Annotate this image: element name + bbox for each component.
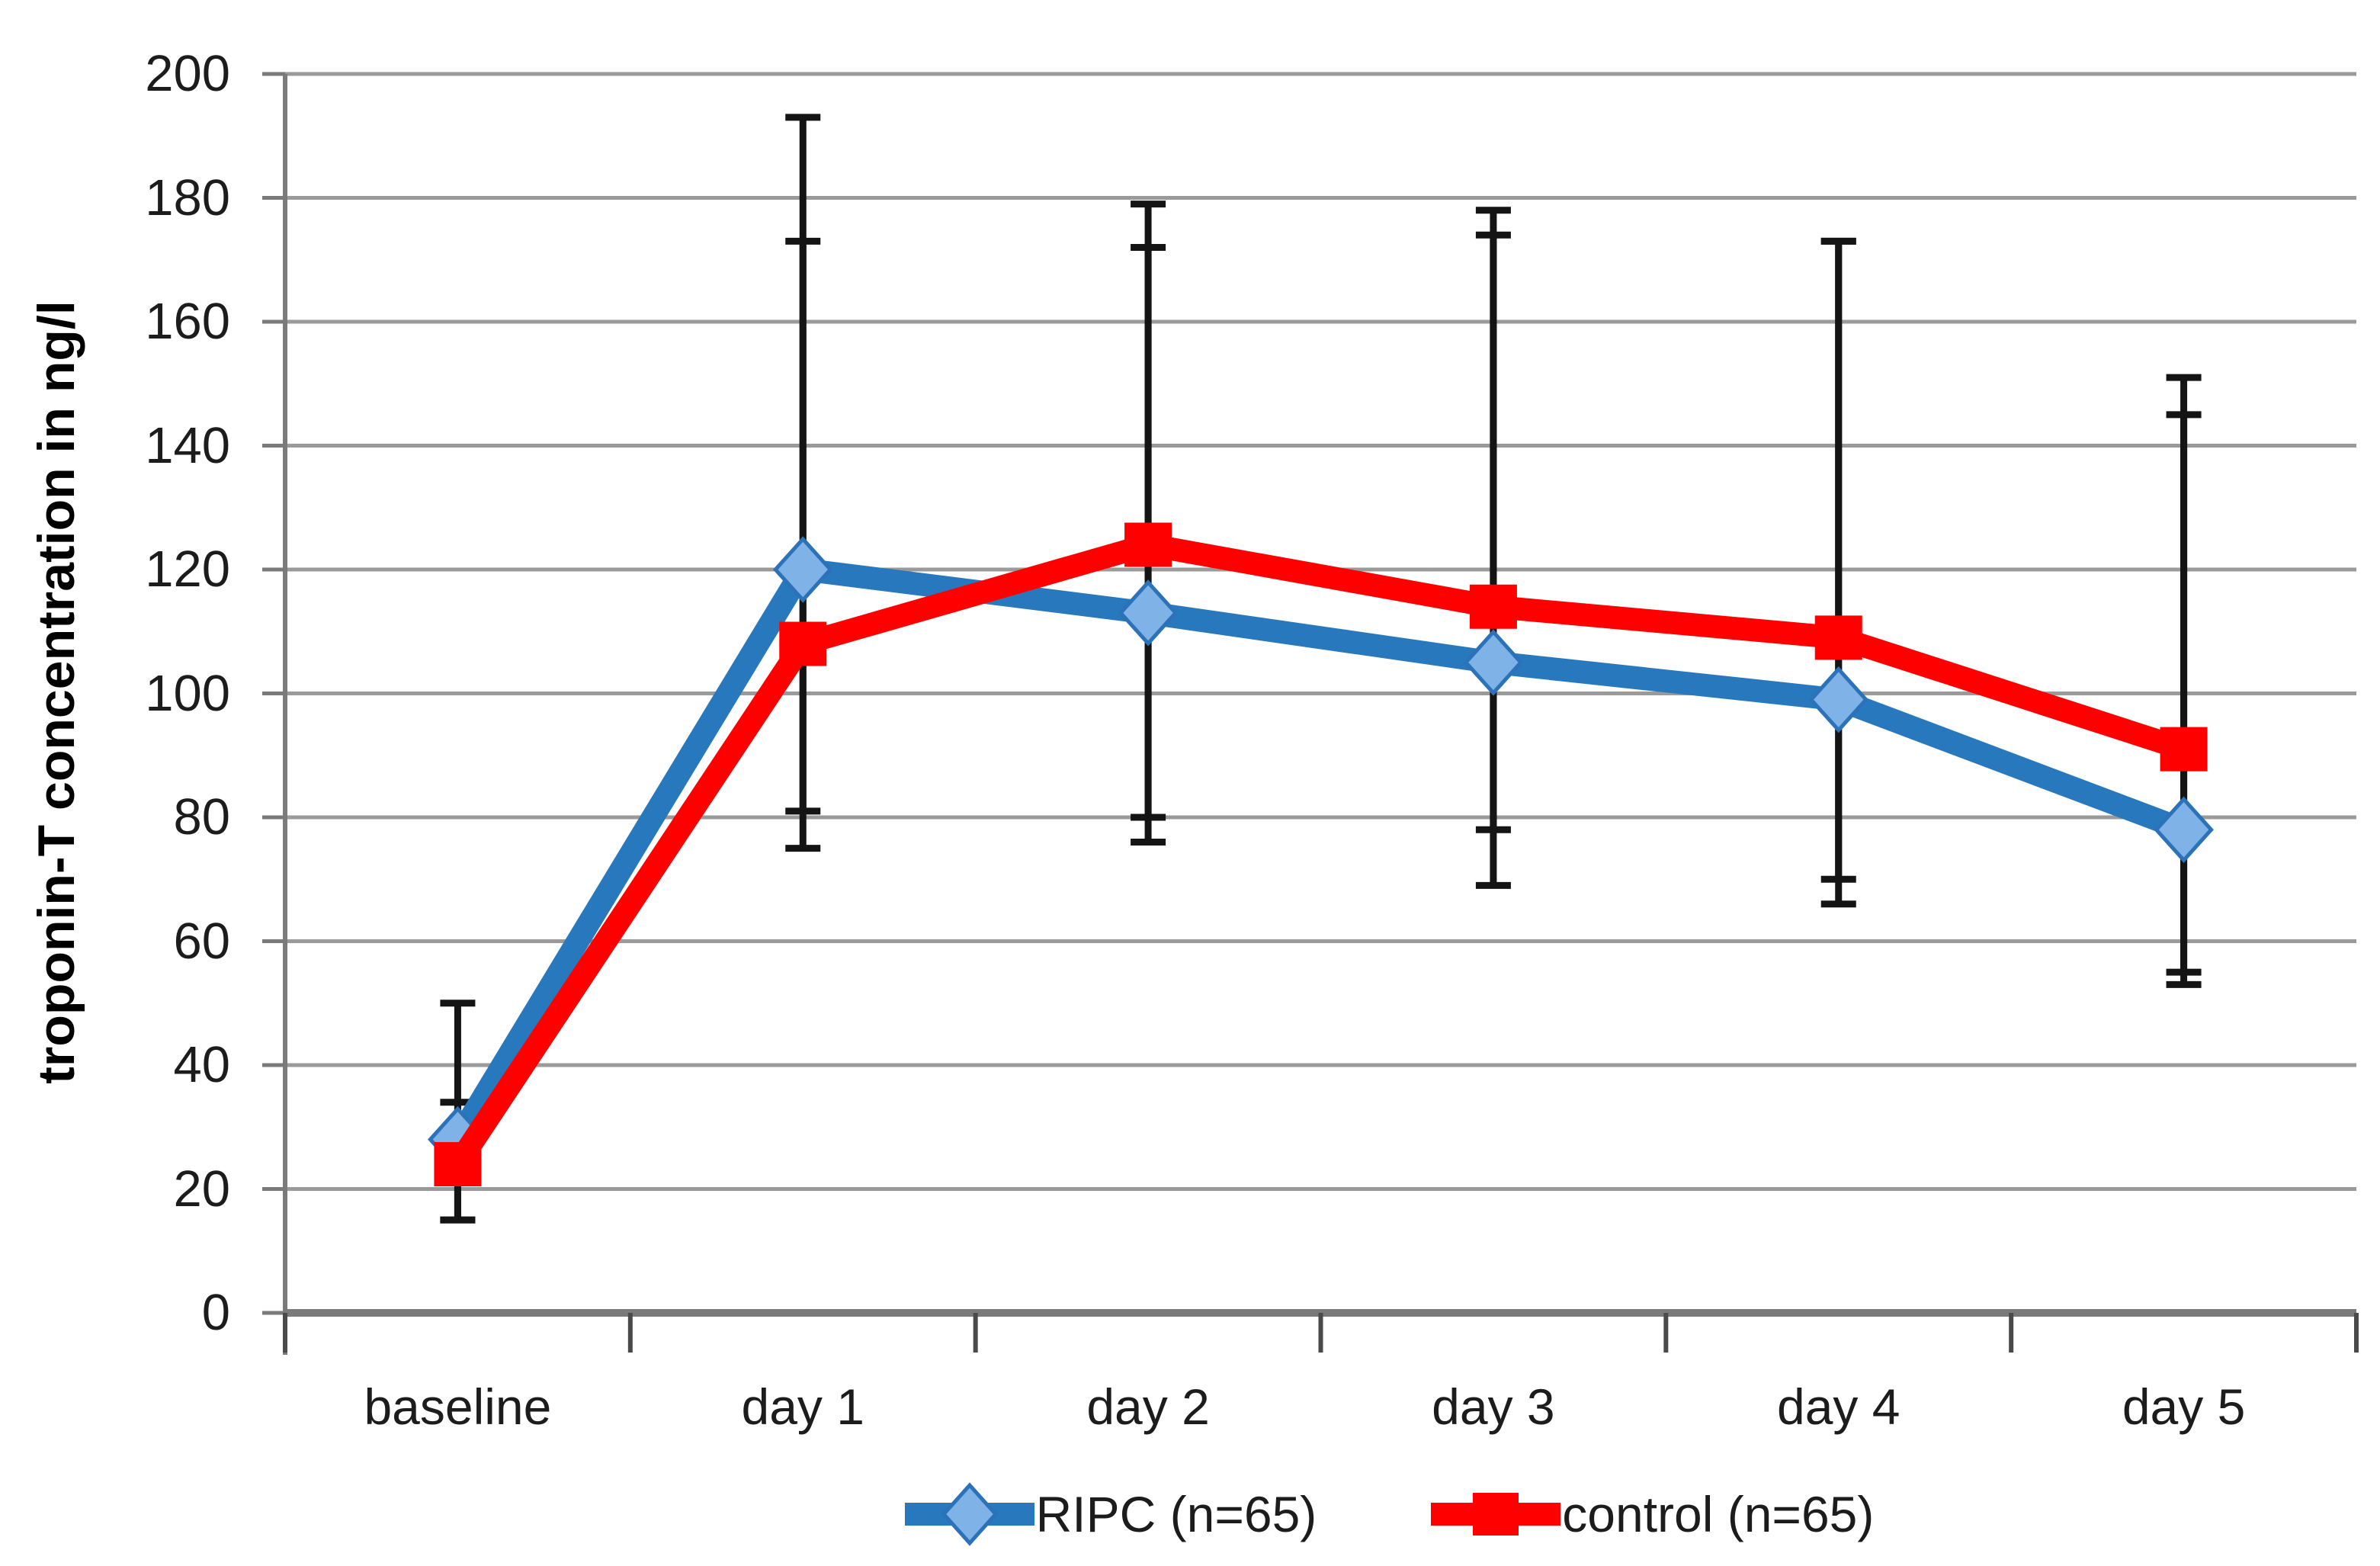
ripc-diamond-marker-icon — [904, 1482, 1034, 1546]
control-square-marker-icon — [1431, 1493, 1561, 1536]
marker-diamond-ripc-1 — [772, 536, 833, 603]
marker-square-control-4 — [1814, 615, 1862, 660]
y-tick-label-120: 120 — [145, 541, 230, 598]
marker-square-control-2 — [1124, 522, 1172, 567]
y-tick-label-40: 40 — [173, 1036, 230, 1093]
x-label-0: baseline — [364, 1378, 552, 1435]
legend-item-control: control (n=65) — [1431, 1478, 1874, 1551]
x-label-1: day 1 — [741, 1378, 864, 1435]
marker-diamond-ripc-3 — [1463, 629, 1524, 696]
y-tick-label-80: 80 — [173, 788, 230, 846]
marker-diamond-ripc-2 — [1118, 579, 1179, 647]
y-tick-label-20: 20 — [173, 1160, 230, 1218]
y-tick-label-60: 60 — [173, 912, 230, 970]
y-tick-label-180: 180 — [145, 168, 230, 226]
series-line-ripc — [446, 558, 2196, 1151]
marker-diamond-ripc-4 — [1808, 666, 1869, 733]
y-tick-label-100: 100 — [145, 664, 230, 722]
x-label-3: day 3 — [1432, 1378, 1555, 1435]
legend-label: RIPC (n=65) — [1035, 1486, 1317, 1542]
marker-square-control-1 — [779, 621, 827, 666]
legend-item-ripc: RIPC (n=65) — [904, 1478, 1317, 1551]
series-line-control — [446, 533, 2196, 1176]
marker-square-control-3 — [1469, 584, 1517, 629]
x-label-5: day 5 — [2122, 1378, 2246, 1435]
legend-label: control (n=65) — [1562, 1486, 1875, 1542]
chart-legend: RIPC (n=65) control (n=65) — [354, 1475, 2380, 1554]
marker-square-control-5 — [2160, 727, 2208, 772]
marker-diamond-ripc-5 — [2154, 796, 2214, 863]
y-tick-label-200: 200 — [145, 45, 230, 102]
x-label-4: day 4 — [1777, 1378, 1900, 1435]
y-tick-label-160: 160 — [145, 293, 230, 350]
y-tick-label-0: 0 — [201, 1284, 230, 1341]
x-label-2: day 2 — [1086, 1378, 1210, 1435]
plot-area — [262, 72, 2359, 1355]
marker-square-control-0 — [434, 1142, 482, 1186]
y-tick-label-140: 140 — [145, 416, 230, 474]
